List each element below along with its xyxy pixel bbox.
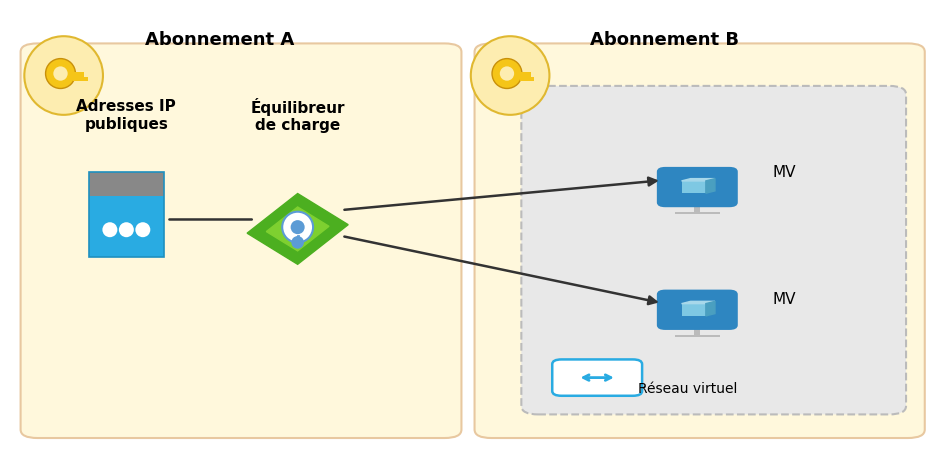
Ellipse shape [136,222,151,237]
FancyBboxPatch shape [518,72,531,76]
Polygon shape [706,301,715,316]
Polygon shape [267,207,329,251]
FancyBboxPatch shape [681,181,706,193]
FancyBboxPatch shape [520,76,528,81]
FancyBboxPatch shape [80,76,88,81]
Polygon shape [681,178,715,181]
FancyBboxPatch shape [521,86,906,414]
FancyBboxPatch shape [527,76,534,81]
Ellipse shape [500,67,514,81]
FancyBboxPatch shape [552,360,642,396]
Ellipse shape [283,212,314,243]
FancyBboxPatch shape [658,168,737,206]
Text: Abonnement A: Abonnement A [145,31,294,49]
FancyBboxPatch shape [475,43,925,438]
Ellipse shape [53,67,67,81]
FancyBboxPatch shape [71,72,84,76]
FancyBboxPatch shape [658,291,737,329]
Ellipse shape [291,220,305,234]
Polygon shape [681,301,715,303]
Ellipse shape [471,36,549,115]
Text: MV: MV [772,165,796,180]
Text: Adresses IP
publiques: Adresses IP publiques [77,100,176,132]
Ellipse shape [291,236,304,249]
Ellipse shape [492,59,522,88]
FancyBboxPatch shape [695,202,700,212]
FancyBboxPatch shape [675,335,720,337]
FancyBboxPatch shape [89,172,164,196]
Ellipse shape [119,222,134,237]
Text: Équilibreur
de charge: Équilibreur de charge [251,98,344,133]
Text: Réseau virtuel: Réseau virtuel [638,382,738,396]
FancyBboxPatch shape [89,196,164,257]
Polygon shape [706,178,715,193]
Ellipse shape [24,36,103,115]
Ellipse shape [102,222,117,237]
Text: Abonnement B: Abonnement B [590,31,739,49]
FancyBboxPatch shape [681,303,706,316]
Ellipse shape [46,59,76,88]
FancyBboxPatch shape [73,76,81,81]
FancyBboxPatch shape [675,212,720,214]
FancyBboxPatch shape [695,325,700,335]
FancyBboxPatch shape [21,43,461,438]
Text: MV: MV [772,292,796,307]
Polygon shape [247,194,348,264]
